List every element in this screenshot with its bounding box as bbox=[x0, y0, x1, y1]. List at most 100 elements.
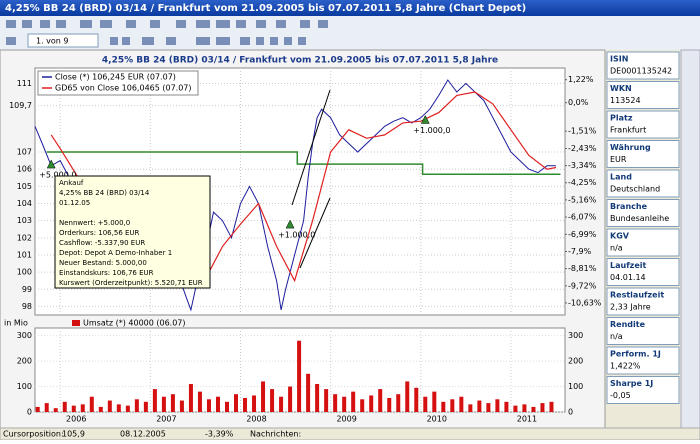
volume-bar bbox=[342, 396, 347, 412]
volume-bar bbox=[333, 394, 338, 412]
info-value: Frankfurt bbox=[610, 126, 646, 135]
volume-bar bbox=[161, 396, 166, 412]
volume-y-tick-label: 100 bbox=[17, 382, 32, 391]
volume-bar bbox=[62, 401, 67, 412]
y-tick-label: 101 bbox=[17, 250, 32, 259]
window-title: 4,25% BB 24 (BRD) 03/14 / Frankfurt vom … bbox=[5, 3, 526, 14]
info-box bbox=[606, 346, 680, 375]
volume-bar bbox=[116, 404, 121, 412]
tooltip-line: Einstandskurs: 106,76 EUR bbox=[59, 269, 154, 277]
volume-bar bbox=[197, 391, 202, 412]
tooltip-line: Cashflow: -5.337,90 EUR bbox=[59, 239, 145, 247]
status-date: 08.12.2005 bbox=[120, 430, 166, 439]
info-label: KGV bbox=[610, 232, 630, 241]
volume-bar bbox=[71, 405, 76, 412]
side-toolbar[interactable] bbox=[680, 49, 700, 429]
trade-label: +5.000,0 bbox=[39, 171, 76, 180]
info-label: Währung bbox=[610, 143, 651, 152]
info-label: Platz bbox=[610, 114, 633, 123]
info-label: Branche bbox=[610, 202, 648, 211]
chart-title: 4,25% BB 24 (BRD) 03/14 / Frankfurt vom … bbox=[102, 56, 498, 66]
trade-label: +1.000,0 bbox=[278, 231, 315, 240]
info-value: 1,422% bbox=[610, 362, 641, 371]
volume-bar bbox=[107, 400, 112, 412]
volume-bar bbox=[495, 399, 500, 412]
x-tick-label: 2008 bbox=[246, 415, 266, 424]
info-panel: ISIN DE0001135242 WKN 113524 Platz Frankfurt W… bbox=[606, 51, 680, 404]
tooltip-line: 4,25% BB 24 (BRD) 03/14 bbox=[59, 189, 150, 197]
volume-bar bbox=[441, 401, 446, 412]
volume-bar bbox=[468, 404, 473, 412]
title-bar bbox=[0, 0, 700, 16]
y2-tick-label: -8,81% bbox=[568, 264, 597, 273]
tooltip-line: Nennwert: +5.000,0 bbox=[59, 219, 130, 227]
volume-bar bbox=[134, 399, 139, 412]
info-label: ISIN bbox=[610, 55, 628, 64]
status-bar bbox=[0, 427, 700, 441]
volume-bar bbox=[44, 403, 49, 412]
volume-bar bbox=[387, 398, 392, 412]
volume-bar bbox=[252, 395, 257, 412]
volume-bar bbox=[513, 405, 518, 412]
volume-bar bbox=[522, 404, 527, 412]
info-box bbox=[606, 110, 680, 139]
volume-bar bbox=[450, 399, 455, 412]
y2-tick-label: -9,72% bbox=[568, 281, 597, 290]
volume-bar bbox=[549, 401, 554, 412]
trade-marker bbox=[46, 159, 56, 169]
y2-tick-label: -6,07% bbox=[568, 213, 597, 222]
info-box bbox=[606, 81, 680, 109]
volume-bar bbox=[396, 394, 401, 412]
volume-legend: Umsatz (*) 40000 (06.07) bbox=[83, 319, 186, 328]
volume-bar bbox=[405, 381, 410, 412]
info-box bbox=[606, 287, 680, 316]
tooltip-line: Neuer Bestand: 5.000,00 bbox=[59, 259, 147, 267]
y2-tick-label: -2,43% bbox=[568, 144, 597, 153]
volume-bar bbox=[459, 396, 464, 412]
volume-bar bbox=[360, 399, 365, 412]
trade-label: +1.000,0 bbox=[413, 126, 450, 135]
legend: Close (*) 106,245 EUR (07.07) GD65 von Cl… bbox=[37, 70, 199, 96]
y2-tick-label: -3,34% bbox=[568, 161, 597, 170]
tooltip-line: Kurswert (Orderzeitpunkt): 5.520,71 EUR bbox=[59, 279, 203, 287]
status-news: Nachrichten: bbox=[250, 430, 301, 439]
info-value: Deutschland bbox=[610, 185, 660, 194]
volume-y-tick-label: 200 bbox=[17, 357, 32, 366]
y-tick-label: 100 bbox=[17, 268, 32, 277]
tooltip-line: 01.12.05 bbox=[59, 199, 90, 207]
chart-layer: 98 99 100 101 102 103 104 105 106 107 109,7 111 1,22… bbox=[4, 68, 602, 424]
tooltip-line: Ankauf bbox=[59, 179, 84, 187]
volume-bar bbox=[224, 401, 229, 412]
volume-bar bbox=[143, 401, 148, 412]
volume-bar bbox=[297, 340, 302, 412]
info-box bbox=[606, 169, 680, 198]
page-selector[interactable] bbox=[27, 33, 99, 48]
volume-y2-tick-label: 0 bbox=[568, 408, 573, 417]
trend-line bbox=[291, 89, 331, 206]
y-tick-label: 109,7 bbox=[9, 101, 32, 110]
status-change: -3,39% bbox=[205, 430, 234, 439]
volume-bar bbox=[261, 381, 266, 412]
volume-bar bbox=[423, 396, 428, 412]
volume-bar bbox=[324, 389, 329, 412]
volume-bar bbox=[243, 398, 248, 412]
volume-y-tick-label: 300 bbox=[17, 331, 32, 340]
y-tick-label: 103 bbox=[17, 216, 32, 225]
info-box bbox=[606, 317, 680, 345]
info-box bbox=[606, 199, 680, 227]
tooltip-line: Orderkurs: 106,56 EUR bbox=[59, 229, 140, 237]
legend-label: GD65 von Close 106,0465 (07.07) bbox=[55, 84, 192, 93]
volume-bar bbox=[270, 389, 275, 412]
y-tick-label: 106 bbox=[17, 165, 32, 174]
volume-bar bbox=[288, 386, 293, 412]
info-label: WKN bbox=[610, 84, 632, 93]
x-tick-label: 2009 bbox=[336, 415, 356, 424]
toolbar-icons[interactable] bbox=[6, 20, 328, 45]
x-tick-label: 2006 bbox=[66, 415, 86, 424]
info-box bbox=[606, 228, 680, 257]
page-selector-text: 1. von 9 bbox=[36, 37, 69, 46]
volume-bar bbox=[170, 394, 175, 412]
y2-tick-label: -10,63% bbox=[568, 298, 602, 307]
volume-y2-tick-label: 100 bbox=[568, 382, 583, 391]
